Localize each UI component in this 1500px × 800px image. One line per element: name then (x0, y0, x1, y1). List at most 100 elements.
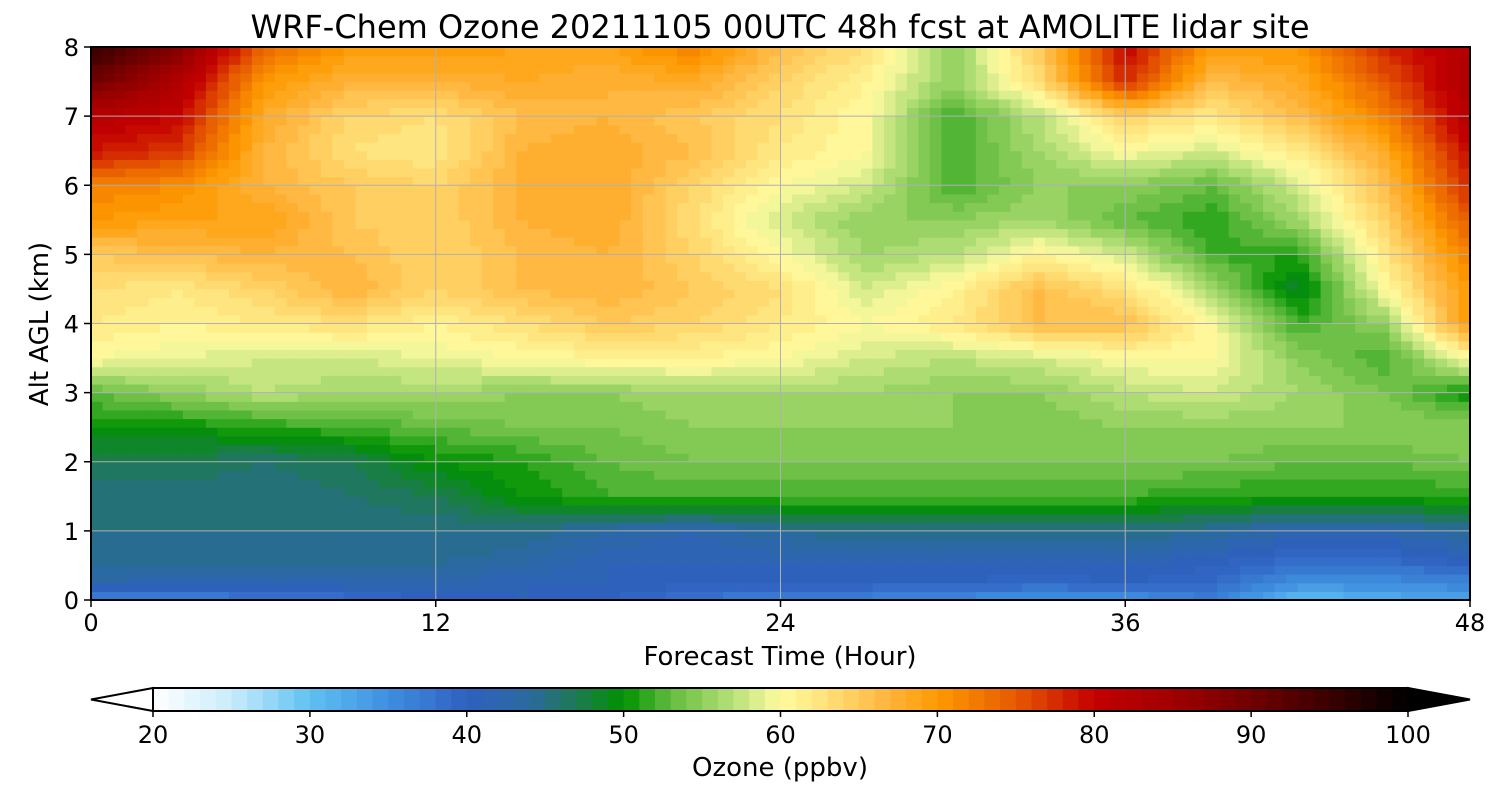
heatmap-cell (619, 392, 632, 402)
heatmap-cell (1182, 297, 1195, 307)
heatmap-cell (412, 392, 425, 402)
heatmap-cell (1159, 427, 1172, 437)
heatmap-cell (320, 435, 333, 446)
heatmap-cell (1251, 392, 1264, 402)
heatmap-cell (550, 418, 563, 428)
heatmap-cell (631, 409, 644, 420)
heatmap-cell (286, 479, 299, 489)
heatmap-cell (1274, 314, 1287, 325)
heatmap-cell (1286, 366, 1299, 376)
heatmap-cell (849, 504, 862, 515)
heatmap-cell (1297, 280, 1310, 290)
heatmap-cell (975, 470, 988, 480)
heatmap-cell (1102, 280, 1115, 290)
heatmap-cell (906, 245, 919, 255)
heatmap-cell (401, 288, 414, 299)
heatmap-cell (849, 530, 862, 541)
heatmap-cell (791, 461, 805, 471)
heatmap-cell (780, 435, 793, 446)
heatmap-cell (608, 237, 621, 247)
heatmap-cell (918, 513, 931, 523)
heatmap-cell (171, 496, 184, 506)
heatmap-cell (1286, 504, 1299, 515)
heatmap-cell (619, 548, 632, 558)
heatmap-cell (309, 340, 322, 351)
heatmap-cell (1320, 401, 1333, 411)
heatmap-cell (1240, 496, 1253, 506)
heatmap-cell (136, 366, 150, 376)
heatmap-cell (665, 556, 678, 567)
heatmap-cell (309, 479, 322, 489)
heatmap-cell (91, 453, 104, 463)
heatmap-cell (895, 271, 908, 281)
heatmap-cell (159, 548, 173, 558)
heatmap-cell (136, 522, 150, 532)
heatmap-cell (791, 280, 805, 290)
heatmap-cell (860, 444, 874, 454)
heatmap-cell (309, 314, 322, 325)
heatmap-cell (883, 401, 897, 411)
heatmap-cell (182, 582, 196, 592)
heatmap-cell (435, 383, 448, 394)
heatmap-cell (723, 340, 736, 351)
heatmap-cell (998, 582, 1011, 592)
heatmap-cell (734, 297, 747, 307)
heatmap-cell (1228, 263, 1241, 273)
heatmap-cell (596, 237, 609, 247)
heatmap-cell (906, 539, 919, 549)
heatmap-cell (1102, 392, 1115, 402)
heatmap-cell (573, 314, 586, 325)
heatmap-cell (1102, 383, 1115, 394)
heatmap-cell (769, 470, 782, 480)
heatmap-cell (1044, 366, 1057, 376)
heatmap-cell (964, 306, 977, 316)
heatmap-cell (228, 314, 241, 325)
heatmap-cell (217, 427, 230, 437)
heatmap-cell (1033, 470, 1046, 480)
heatmap-cell (332, 565, 345, 575)
heatmap-cell (631, 306, 644, 316)
heatmap-cell (769, 574, 782, 584)
heatmap-cell (263, 504, 276, 515)
heatmap-cell (1102, 522, 1115, 532)
heatmap-cell (711, 280, 724, 290)
heatmap-cell (1251, 254, 1264, 264)
heatmap-cell (895, 427, 908, 437)
heatmap-cell (297, 574, 310, 584)
heatmap-cell (964, 340, 977, 351)
heatmap-cell (274, 418, 287, 428)
heatmap-cell (435, 453, 448, 463)
heatmap-cell (1125, 409, 1138, 420)
heatmap-cell (1251, 358, 1264, 368)
heatmap-cell (1159, 323, 1172, 333)
heatmap-cell (1010, 556, 1023, 567)
heatmap-cell (1332, 366, 1345, 376)
heatmap-cell (171, 314, 184, 325)
heatmap-cell (366, 522, 379, 532)
heatmap-cell (929, 513, 942, 523)
heatmap-cell (1136, 392, 1149, 402)
heatmap-cell (389, 539, 402, 549)
heatmap-cell (1182, 366, 1195, 376)
heatmap-cell (1286, 401, 1299, 411)
heatmap-cell (700, 504, 713, 515)
heatmap-cell (228, 306, 241, 316)
heatmap-cell (941, 401, 954, 411)
heatmap-cell (1148, 513, 1161, 523)
heatmap-cell (493, 288, 506, 299)
heatmap-cell (366, 444, 379, 454)
heatmap-cell (1286, 271, 1299, 281)
heatmap-cell (401, 565, 414, 575)
heatmap-cell (631, 375, 644, 385)
heatmap-cell (998, 444, 1011, 454)
heatmap-cell (1148, 427, 1161, 437)
heatmap-cell (1056, 513, 1069, 523)
heatmap-cell (1090, 504, 1103, 515)
heatmap-cell (113, 245, 127, 255)
heatmap-cell (975, 383, 988, 394)
heatmap-cell (217, 582, 230, 592)
heatmap-cell (700, 263, 713, 273)
heatmap-cell (952, 487, 965, 497)
heatmap-cell (251, 453, 264, 463)
heatmap-cell (814, 444, 828, 454)
